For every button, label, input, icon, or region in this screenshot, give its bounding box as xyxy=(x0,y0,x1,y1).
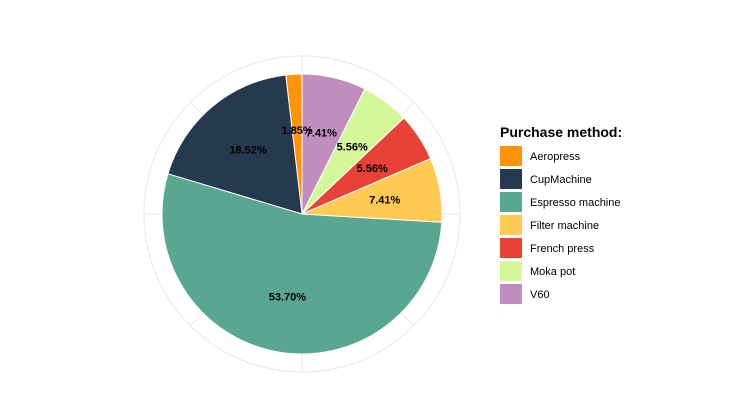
legend-swatch xyxy=(500,169,522,189)
legend-swatch xyxy=(500,215,522,235)
slice-label: 18.52% xyxy=(229,145,267,157)
legend-title: Purchase method: xyxy=(500,124,622,140)
legend-swatch xyxy=(500,192,522,212)
slice-label: 1.85% xyxy=(282,125,313,137)
slice-label: 5.56% xyxy=(357,163,388,175)
legend-label: CupMachine xyxy=(530,174,592,186)
pie-slice-espresso-machine xyxy=(161,173,443,355)
legend-swatch xyxy=(500,238,522,258)
legend-swatch xyxy=(500,261,522,281)
legend-label: V60 xyxy=(530,289,550,301)
slice-label: 7.41% xyxy=(306,127,337,139)
slice-labels: 1.85%18.52%53.70%7.41%5.56%5.56%7.41% xyxy=(229,125,400,304)
slice-label: 5.56% xyxy=(337,142,368,154)
legend-label: Espresso machine xyxy=(530,197,621,209)
pie-slice-v60 xyxy=(301,73,366,215)
legend-label: Moka pot xyxy=(530,266,575,278)
slice-label: 53.70% xyxy=(269,292,307,304)
legend-label: Aeropress xyxy=(530,151,581,163)
legend-label: French press xyxy=(530,243,595,255)
legend: Purchase method: Aeropress CupMachine Espr… xyxy=(500,124,622,304)
slice-label: 7.41% xyxy=(369,194,400,206)
pie-slices xyxy=(161,73,443,355)
legend-label: Filter machine xyxy=(530,220,599,232)
legend-swatch xyxy=(500,146,522,166)
legend-swatch xyxy=(500,284,522,304)
pie-slice-cupmachine xyxy=(167,74,303,215)
